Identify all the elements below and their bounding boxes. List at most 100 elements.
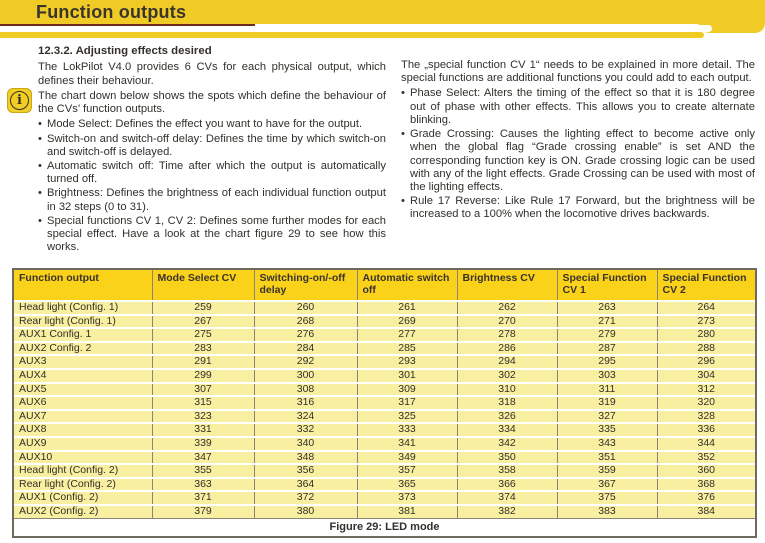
- table-row: AUX7 323 324 325 326 327 328: [14, 409, 755, 425]
- table-row: AUX3 291 292 293 294 295 296: [14, 355, 755, 370]
- cv-value: 335: [556, 423, 657, 438]
- cv-value: 259: [151, 301, 254, 316]
- cv-value: 340: [253, 436, 357, 452]
- column-header: Automatic switch off: [356, 270, 457, 302]
- cv-value: 262: [456, 301, 557, 316]
- cv-value: 360: [656, 464, 755, 479]
- cv-value: 303: [556, 368, 657, 384]
- column-header: Mode Select CV: [151, 270, 254, 302]
- cv-value: 318: [456, 396, 557, 411]
- bullet-item: Grade Crossing: Causes the lighting effe…: [401, 128, 755, 194]
- cv-value: 349: [356, 450, 457, 466]
- cv-value: 315: [151, 396, 254, 411]
- cv-value: 292: [253, 355, 357, 370]
- cv-value: 379: [151, 504, 254, 518]
- cv-value: 334: [456, 423, 557, 438]
- paragraph: The „special function CV 1“ needs to be …: [401, 59, 755, 85]
- cv-value: 312: [656, 382, 755, 398]
- cv-value: 268: [253, 314, 357, 330]
- row-label: AUX1 Config. 1: [14, 328, 152, 343]
- cv-value: 331: [151, 423, 254, 438]
- paragraph: The LokPilot V4.0 provides 6 CVs for eac…: [38, 61, 386, 87]
- cv-value: 373: [356, 491, 457, 506]
- cv-value: 286: [456, 341, 557, 357]
- cv-value: 269: [356, 314, 457, 330]
- column-header: Special Function CV 2: [656, 270, 755, 302]
- cv-value: 365: [356, 477, 457, 493]
- table-row: AUX1 (Config. 2) 371 372 373 374 375 376: [14, 491, 755, 506]
- cv-value: 355: [151, 464, 254, 479]
- cv-value: 376: [656, 491, 755, 506]
- header-band: [0, 0, 765, 24]
- cv-value: 260: [253, 301, 357, 316]
- cv-value: 302: [456, 368, 557, 384]
- row-label: AUX10: [14, 450, 152, 466]
- cv-value: 384: [656, 504, 755, 518]
- cv-value: 352: [656, 450, 755, 466]
- cv-value: 351: [556, 450, 657, 466]
- table-row: Rear light (Config. 2) 363 364 365 366 367 368: [14, 477, 755, 493]
- cv-value: 304: [656, 368, 755, 384]
- bullet-item: Mode Select: Defines the effect you want…: [38, 118, 386, 131]
- cv-value: 294: [456, 355, 557, 370]
- cv-value: 320: [656, 396, 755, 411]
- cv-value: 311: [556, 382, 657, 398]
- row-label: AUX2 Config. 2: [14, 341, 152, 357]
- left-bullet-list: Mode Select: Defines the effect you want…: [38, 118, 386, 254]
- cv-value: 316: [253, 396, 357, 411]
- cv-value: 356: [253, 464, 357, 479]
- row-label: AUX8: [14, 423, 152, 438]
- row-label: Head light (Config. 2): [14, 464, 152, 479]
- right-bullet-list: Phase Select: Alters the timing of the e…: [401, 87, 755, 221]
- cv-value: 299: [151, 368, 254, 384]
- table-row: AUX2 Config. 2 283 284 285 286 287 288: [14, 341, 755, 357]
- cv-value: 310: [456, 382, 557, 398]
- cv-value: 348: [253, 450, 357, 466]
- cv-value: 267: [151, 314, 254, 330]
- cv-value: 279: [556, 328, 657, 343]
- row-label: AUX6: [14, 396, 152, 411]
- row-label: AUX4: [14, 368, 152, 384]
- cv-value: 363: [151, 477, 254, 493]
- cv-value: 328: [656, 409, 755, 425]
- cv-value: 319: [556, 396, 657, 411]
- cv-value: 371: [151, 491, 254, 506]
- cv-value: 383: [556, 504, 657, 518]
- table-row: AUX4 299 300 301 302 303 304: [14, 368, 755, 384]
- row-label: AUX3: [14, 355, 152, 370]
- table-caption: Figure 29: LED mode: [14, 517, 755, 536]
- cv-value: 375: [556, 491, 657, 506]
- cv-value: 288: [656, 341, 755, 357]
- row-label: Head light (Config. 1): [14, 301, 152, 316]
- bullet-item: Switch-on and switch-off delay: Defines …: [38, 133, 386, 159]
- cv-value: 350: [456, 450, 557, 466]
- cv-value: 342: [456, 436, 557, 452]
- cv-value: 278: [456, 328, 557, 343]
- page-header: Function outputs: [0, 0, 765, 40]
- row-label: AUX5: [14, 382, 152, 398]
- table-header-row: Function output Mode Select CV Switching-o…: [14, 270, 755, 302]
- bullet-item: Special functions CV 1, CV 2: Defines so…: [38, 215, 386, 255]
- table-row: AUX6 315 316 317 318 319 320: [14, 396, 755, 411]
- cv-table: Function output Mode Select CV Switching-o…: [14, 270, 755, 518]
- table-row: AUX10 347 348 349 350 351 352: [14, 450, 755, 466]
- cv-value: 270: [456, 314, 557, 330]
- cv-value: 374: [456, 491, 557, 506]
- cv-value: 317: [356, 396, 457, 411]
- cv-value: 295: [556, 355, 657, 370]
- bullet-item: Automatic switch off: Time after which t…: [38, 160, 386, 186]
- cv-value: 296: [656, 355, 755, 370]
- cv-value: 285: [356, 341, 457, 357]
- cv-value: 323: [151, 409, 254, 425]
- cv-value: 264: [656, 301, 755, 316]
- cv-value: 301: [356, 368, 457, 384]
- cv-value: 326: [456, 409, 557, 425]
- table-body: Head light (Config. 1) 259 260 261 262 263 264…: [14, 301, 755, 518]
- cv-value: 271: [556, 314, 657, 330]
- cv-value: 327: [556, 409, 657, 425]
- cv-value: 291: [151, 355, 254, 370]
- table-row: AUX5 307 308 309 310 311 312: [14, 382, 755, 398]
- info-icon: i: [7, 88, 32, 113]
- header-accent-line: [0, 24, 255, 26]
- row-label: Rear light (Config. 1): [14, 314, 152, 330]
